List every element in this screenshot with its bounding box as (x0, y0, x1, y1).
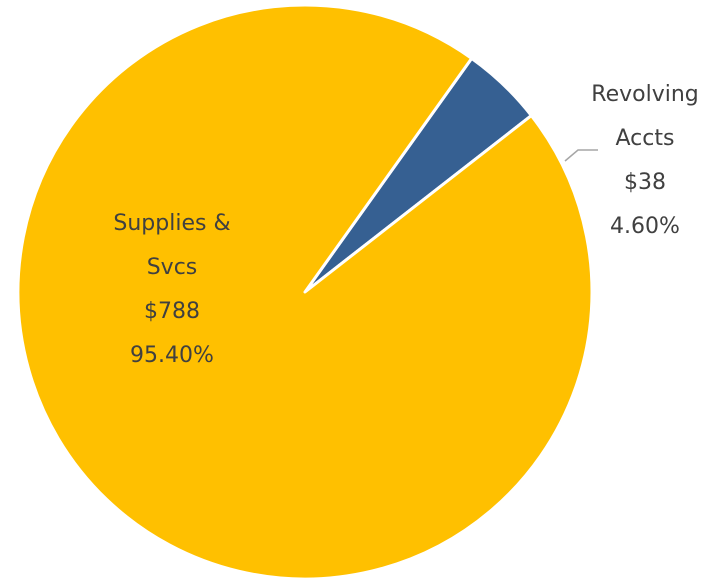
pie-slice-supplies-svcs (16, 3, 594, 580)
slice-label-revolving-category-line2: Accts (616, 126, 675, 151)
slice-label-supplies-value: $788 (144, 299, 200, 324)
pie-slices (16, 3, 594, 580)
slice-label-supplies-category-line1: Supplies & (113, 211, 230, 236)
leader-line (564, 149, 598, 162)
slice-label-revolving-category-line1: Revolving (591, 82, 698, 107)
slice-label-supplies-percent: 95.40% (130, 343, 214, 368)
slice-label-supplies-category-line2: Svcs (147, 255, 198, 280)
slice-label-revolving-percent: 4.60% (610, 214, 680, 239)
slice-label-revolving-value: $38 (624, 170, 666, 195)
